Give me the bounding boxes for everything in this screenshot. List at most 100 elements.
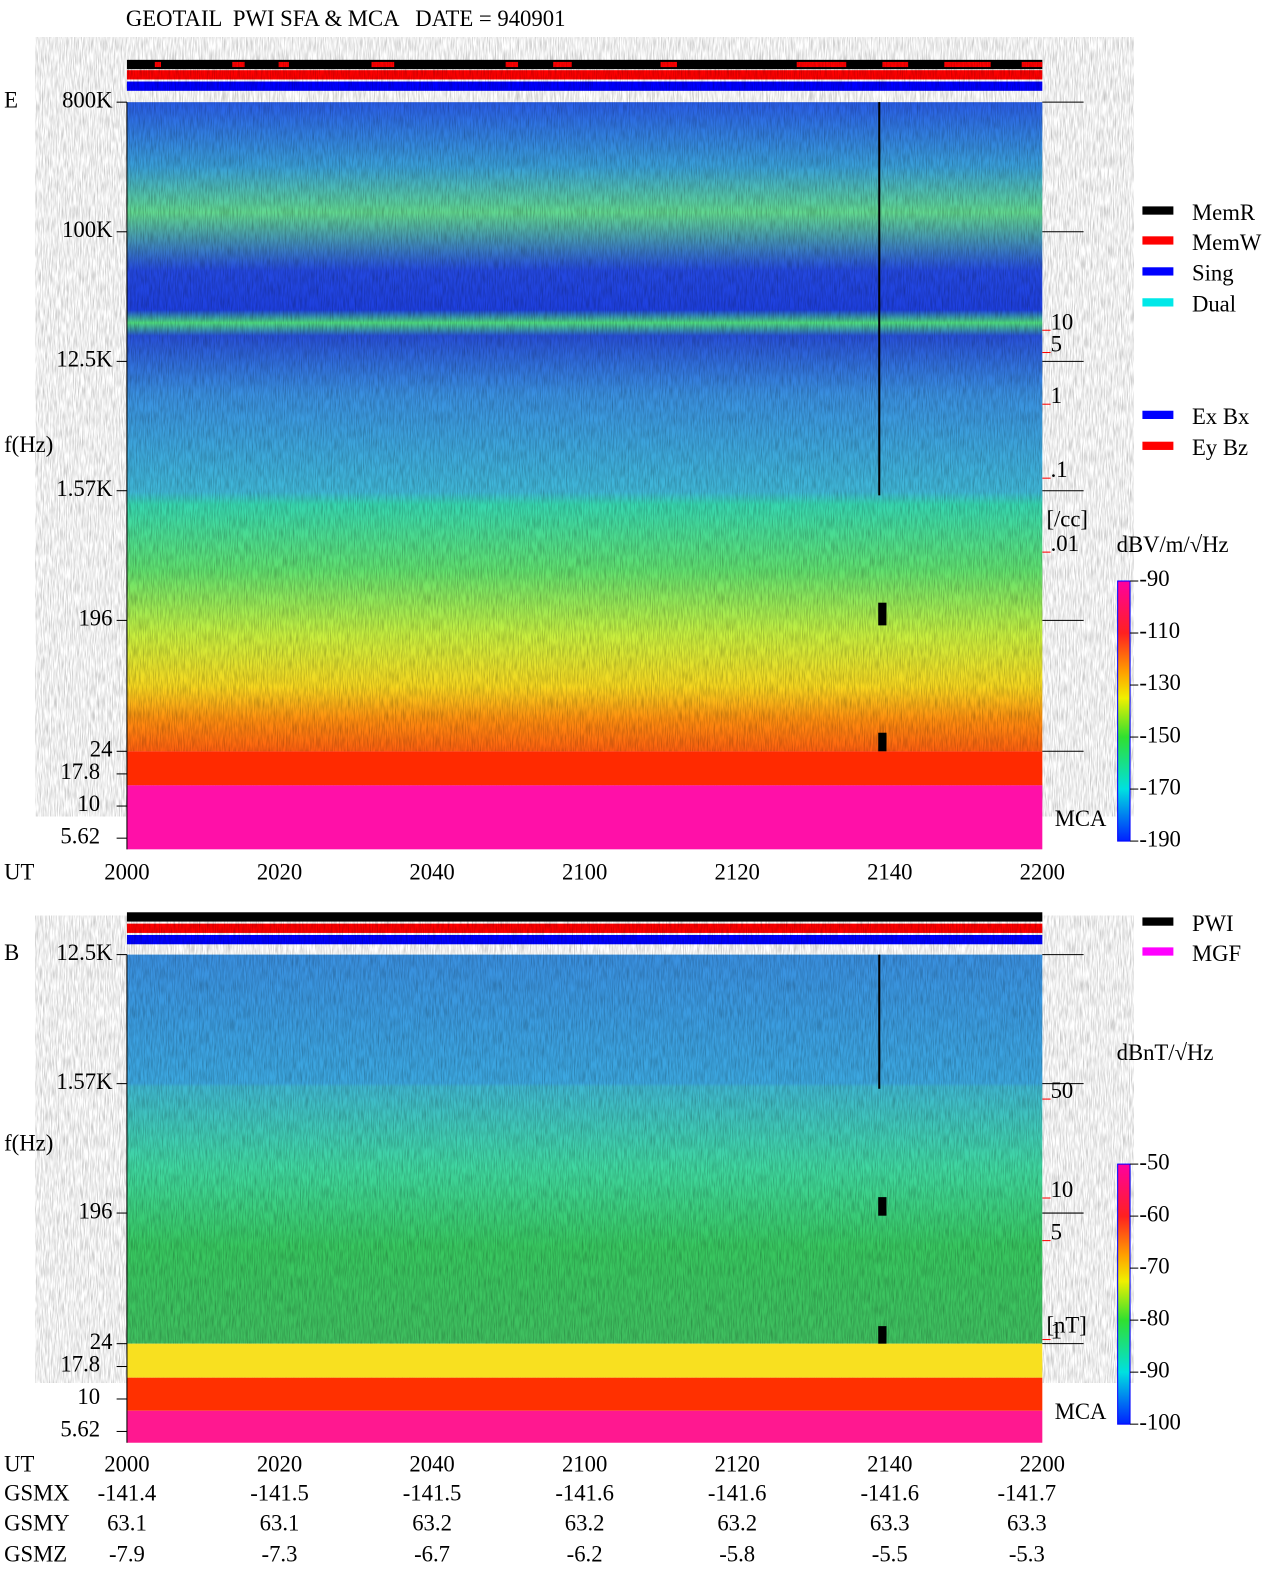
ephemeris-value: 63.2 [717, 1510, 757, 1535]
x-tick-label: 2120 [715, 1452, 760, 1477]
mca-band [126, 785, 1043, 850]
legend-swatch [1142, 236, 1174, 245]
x-tick-label: 2040 [409, 859, 454, 884]
gap-mark [878, 732, 887, 752]
ephemeris-value: -7.9 [109, 1541, 145, 1566]
ephemeris-value: -141.6 [708, 1481, 767, 1506]
legend-label: Ey Bz [1192, 435, 1248, 460]
legend-label: MGF [1192, 941, 1241, 966]
colorbar-tick-label: -50 [1139, 1149, 1169, 1174]
legend-swatch [1142, 206, 1174, 215]
ephemeris-name: GSMZ [4, 1541, 67, 1566]
y-tick-label: 196 [78, 1198, 112, 1223]
ephemeris-value: 63.3 [870, 1510, 910, 1535]
ephemeris-value: -5.5 [872, 1541, 908, 1566]
x-axis-label: UT [4, 859, 34, 884]
ephemeris-value: 63.3 [1007, 1510, 1047, 1535]
ephemeris-name: GSMX [4, 1481, 70, 1506]
legend-swatch [1142, 410, 1174, 419]
page-title: GEOTAIL PWI SFA & MCA DATE = 940901 [126, 6, 566, 31]
legend-swatch [1142, 298, 1174, 307]
mca-label: MCA [1055, 806, 1107, 831]
colorbar-tick-label: -150 [1139, 722, 1181, 747]
ephemeris-value: -141.5 [403, 1481, 462, 1506]
x-tick-label: 2100 [562, 1452, 607, 1477]
panel-label: E [4, 87, 18, 112]
ephemeris-value: 63.1 [107, 1510, 147, 1535]
ephemeris-value: -6.7 [414, 1541, 450, 1566]
right-tick-label: 10 [1051, 1177, 1074, 1202]
ephemeris-value: -141.5 [250, 1481, 309, 1506]
colorbar-tick-label: -110 [1139, 618, 1180, 643]
colorbar-tick-label: -170 [1139, 774, 1181, 799]
colorbar-tick-label: -90 [1139, 1357, 1169, 1382]
mca-label: MCA [1055, 1399, 1107, 1424]
y-axis-label: f(Hz) [4, 1131, 53, 1156]
mca-tick-label: 17.8 [60, 759, 100, 784]
x-tick-label: 2120 [715, 859, 760, 884]
ephemeris-name: GSMY [4, 1510, 70, 1535]
colorbar-tick-label: -130 [1139, 670, 1181, 695]
ephemeris-value: -141.6 [860, 1481, 919, 1506]
mca-band [126, 751, 1043, 786]
ephemeris-value: 63.1 [260, 1510, 300, 1535]
x-tick-label: 2000 [104, 859, 149, 884]
legend-swatch [1142, 947, 1174, 956]
colorbar-tick-label: -80 [1139, 1305, 1169, 1330]
right-tick-label: 10 [1051, 309, 1074, 334]
y-tick-label: 1.57K [56, 476, 113, 501]
legend-swatch [1142, 267, 1174, 276]
spectrogram-noise [126, 102, 1043, 752]
legend-label: Sing [1192, 261, 1234, 286]
gap-mark [878, 602, 887, 626]
x-tick-label: 2020 [257, 859, 302, 884]
ephemeris-value: -7.3 [262, 1541, 298, 1566]
mca-tick-label: 5.62 [60, 1417, 100, 1442]
x-tick-label: 2140 [867, 859, 912, 884]
x-tick-label: 2000 [104, 1452, 149, 1477]
gap-mark [878, 1197, 887, 1216]
status-bar [126, 912, 1043, 922]
x-tick-label: 2040 [409, 1452, 454, 1477]
mca-tick-label: 10 [77, 791, 100, 816]
status-bar [126, 59, 1043, 70]
y-tick-label: 24 [90, 736, 113, 761]
chart-root: GEOTAIL PWI SFA & MCA DATE = 940901 Ef(H… [4, 6, 1262, 1567]
right-tick-label: 1 [1051, 383, 1062, 408]
legend-swatch [1142, 441, 1174, 450]
right-tick-label: 5 [1051, 1220, 1062, 1245]
y-tick-label: 196 [78, 606, 112, 631]
right-tick-label: 1 [1051, 1319, 1062, 1344]
status-bar [126, 923, 1043, 933]
ephemeris-value: -5.3 [1009, 1541, 1045, 1566]
right-tick-label: .1 [1051, 457, 1068, 482]
right-tick-label: 5 [1051, 332, 1062, 357]
colorbar [1117, 1163, 1131, 1425]
mca-band [126, 1377, 1043, 1411]
y-tick-label: 100K [62, 217, 113, 242]
right-axis-label: [nT] [1046, 1312, 1086, 1337]
mca-tick-label: 17.8 [60, 1352, 100, 1377]
colorbar-label: dBV/m/√Hz [1117, 532, 1229, 557]
x-tick-label: 2020 [257, 1452, 302, 1477]
x-tick-label: 2200 [1020, 859, 1065, 884]
right-tick-label: 50 [1051, 1078, 1074, 1103]
y-tick-label: 24 [90, 1329, 113, 1354]
y-tick-label: 1.57K [56, 1069, 113, 1094]
ephemeris-value: -141.6 [555, 1481, 614, 1506]
colorbar-tick-label: -100 [1139, 1409, 1181, 1434]
legend-label: PWI [1192, 911, 1234, 936]
status-segments [154, 61, 1043, 68]
legend-label: MemR [1192, 200, 1256, 225]
x-tick-label: 2140 [867, 1452, 912, 1477]
panel-label: B [4, 940, 19, 965]
gap-mark [878, 1326, 887, 1344]
legend-swatch [1142, 917, 1174, 926]
x-tick-label: 2100 [562, 859, 607, 884]
mca-band [126, 1410, 1043, 1443]
legend-label: MemW [1192, 230, 1262, 255]
colorbar [1117, 580, 1131, 842]
legend-label: Ex Bx [1192, 404, 1250, 429]
colorbar-tick-label: -70 [1139, 1253, 1169, 1278]
